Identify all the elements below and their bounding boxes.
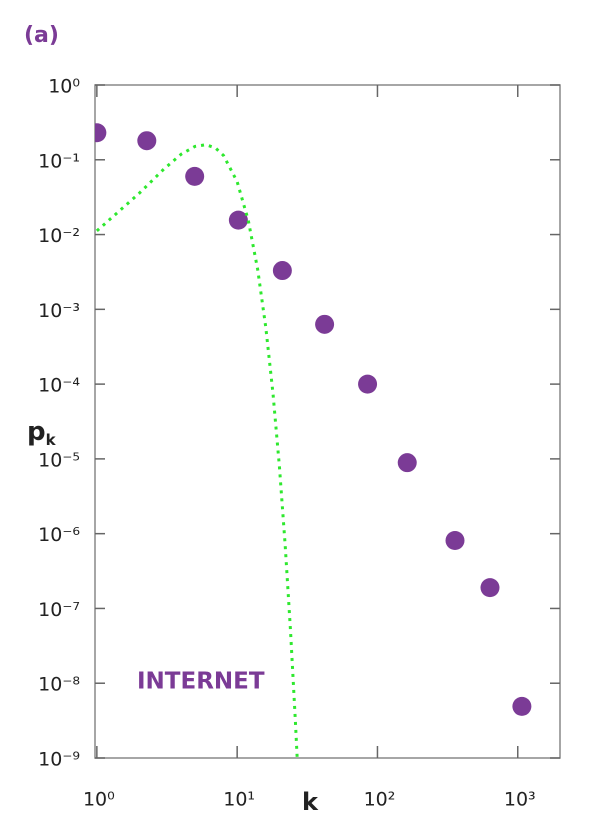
y-axis-label-main: p (27, 417, 46, 447)
series-label: INTERNET (137, 669, 265, 695)
data-point (185, 166, 205, 186)
data-point (272, 261, 292, 281)
x-tick-label: 10¹ (223, 789, 255, 811)
y-tick-label: 10⁻³ (38, 300, 80, 322)
y-tick-label: 10⁻⁷ (38, 599, 80, 621)
data-point (95, 123, 107, 143)
data-point (512, 696, 532, 716)
data-point (137, 131, 157, 151)
y-axis-label: pk (27, 417, 57, 449)
y-tick-label: 10⁻⁹ (38, 749, 80, 771)
x-tick-label: 10⁰ (83, 789, 115, 811)
plot-frame (94, 84, 561, 759)
x-tick-label: 10² (364, 789, 396, 811)
y-tick-label: 10⁻⁵ (38, 449, 80, 471)
x-tick-label: 10³ (504, 789, 536, 811)
data-point (397, 453, 417, 473)
data-point (358, 374, 378, 394)
data-point (445, 531, 465, 551)
y-axis-label-subscript: k (46, 431, 57, 449)
y-tick-label: 10⁻⁸ (38, 674, 80, 696)
data-point (480, 578, 500, 598)
panel-label: (a) (24, 23, 59, 48)
y-tick-label: 10⁻⁶ (38, 524, 80, 546)
plot-area (95, 123, 532, 758)
y-tick-label: 10⁻⁴ (38, 375, 80, 397)
y-tick-label: 10⁰ (48, 76, 80, 98)
x-axis-label: k (302, 788, 319, 816)
y-tick-label: 10⁻¹ (38, 150, 80, 172)
data-point (315, 314, 335, 334)
y-tick-label: 10⁻² (38, 225, 80, 247)
data-point (228, 210, 248, 230)
